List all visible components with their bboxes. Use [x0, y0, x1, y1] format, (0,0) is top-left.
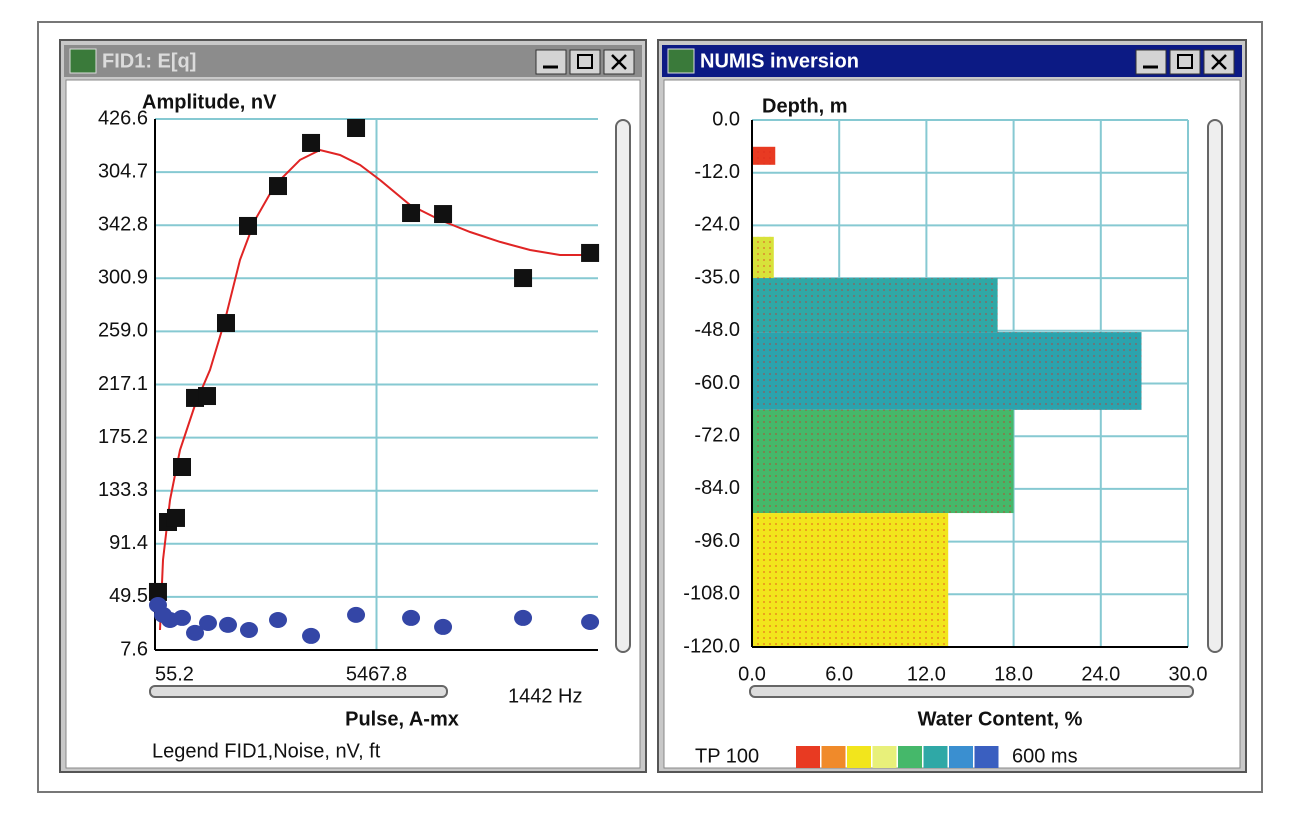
y-tick-label: 91.4 — [109, 532, 148, 554]
layer-bar — [752, 332, 1142, 410]
noise-dot — [186, 624, 205, 641]
close-glyph — [1211, 54, 1227, 70]
legend-right-label: 600 ms — [1012, 745, 1078, 767]
y-tick-label: -72.0 — [694, 424, 740, 446]
data-square — [148, 582, 167, 601]
data-square — [434, 205, 453, 224]
noise-dot — [198, 615, 217, 632]
y-axis-title: Depth, m — [762, 95, 848, 117]
frequency-note: 1442 Hz — [508, 685, 583, 707]
minimize-button[interactable] — [1135, 49, 1167, 75]
noise-dot — [581, 613, 600, 630]
data-square — [581, 243, 600, 262]
maximize-glyph — [577, 54, 593, 69]
legend-swatch — [974, 746, 999, 768]
noise-dot — [218, 616, 237, 633]
minimize-button[interactable] — [535, 49, 567, 75]
legend-text: Legend FID1,Noise, nV, ft — [152, 740, 381, 762]
x-tick-label: 5467.8 — [346, 663, 407, 685]
data-square — [166, 508, 185, 527]
fit-line — [159, 148, 598, 631]
noise-dot — [402, 609, 421, 626]
data-square — [302, 133, 321, 152]
y-tick-label: -35.0 — [694, 266, 740, 288]
x-tick-label: 6.0 — [825, 663, 853, 685]
y-tick-label: 426.6 — [98, 107, 148, 129]
noise-dot — [434, 618, 453, 635]
y-axis-title: Amplitude, nV — [142, 91, 277, 113]
vertical-scrollbar[interactable] — [1207, 119, 1223, 653]
horizontal-scrollbar[interactable] — [149, 685, 448, 698]
legend-swatch — [898, 746, 922, 768]
data-square — [514, 269, 533, 288]
legend-left-label: TP 100 — [695, 745, 759, 767]
noise-dot — [302, 627, 321, 644]
close-glyph — [611, 54, 627, 70]
x-tick-label: 18.0 — [994, 663, 1033, 685]
x-axis-title: Pulse, A-mx — [345, 708, 459, 730]
legend-swatch — [821, 746, 846, 768]
y-tick-label: 49.5 — [109, 585, 148, 607]
noise-dot — [269, 611, 288, 628]
data-square — [198, 387, 217, 406]
y-tick-label: -60.0 — [694, 372, 740, 394]
y-tick-label: 300.9 — [98, 267, 148, 289]
data-square — [216, 314, 235, 333]
y-tick-label: -120.0 — [683, 635, 740, 657]
y-tick-label: 0.0 — [712, 108, 740, 130]
legend-swatch — [872, 746, 897, 768]
legend-swatch — [847, 746, 871, 768]
data-square — [347, 118, 366, 137]
layer-bar — [752, 409, 1014, 514]
y-tick-label: -96.0 — [694, 530, 740, 552]
window-title: NUMIS inversion — [700, 50, 859, 72]
window-buttons[interactable] — [1135, 49, 1235, 75]
window-icon — [667, 48, 695, 74]
y-tick-label: -108.0 — [683, 583, 740, 605]
x-tick-label: 12.0 — [907, 663, 946, 685]
legend-swatch — [949, 746, 973, 768]
layer-bar — [752, 146, 776, 165]
legend-swatch — [923, 746, 948, 768]
x-tick-label: 24.0 — [1081, 663, 1120, 685]
noise-dot — [173, 609, 192, 626]
window-icon — [69, 48, 97, 74]
window-title: FID1: E[q] — [102, 50, 196, 72]
window-client — [65, 79, 641, 769]
y-tick-label: -84.0 — [694, 477, 740, 499]
vertical-scrollbar[interactable] — [615, 119, 631, 653]
y-tick-label: 7.6 — [120, 638, 148, 660]
y-tick-label: 133.3 — [98, 479, 148, 501]
y-tick-label: 217.1 — [98, 373, 148, 395]
data-square — [173, 458, 192, 477]
y-tick-label: -48.0 — [694, 319, 740, 341]
maximize-button[interactable] — [1169, 49, 1201, 75]
data-square — [269, 177, 288, 196]
layer-bar — [752, 278, 998, 333]
noise-dot — [347, 606, 366, 623]
horizontal-scrollbar[interactable] — [749, 685, 1194, 698]
maximize-button[interactable] — [569, 49, 601, 75]
data-square — [239, 216, 258, 235]
y-tick-label: 304.7 — [98, 160, 148, 182]
y-tick-label: 342.8 — [98, 213, 148, 235]
y-tick-label: 175.2 — [98, 426, 148, 448]
x-tick-label: 55.2 — [155, 663, 194, 685]
layer-bar — [752, 513, 949, 647]
x-tick-label: 0.0 — [738, 663, 766, 685]
y-tick-label: -12.0 — [694, 161, 740, 183]
noise-dot — [239, 621, 258, 638]
x-tick-label: 30.0 — [1169, 663, 1208, 685]
noise-dot — [514, 609, 533, 626]
data-square — [402, 204, 421, 223]
maximize-glyph — [1177, 54, 1193, 69]
window-buttons[interactable] — [535, 49, 635, 75]
legend-swatch — [796, 746, 820, 768]
x-axis-title: Water Content, % — [918, 708, 1083, 730]
y-tick-label: -24.0 — [694, 214, 740, 236]
y-tick-label: 259.0 — [98, 320, 148, 342]
layer-bar — [752, 236, 774, 279]
